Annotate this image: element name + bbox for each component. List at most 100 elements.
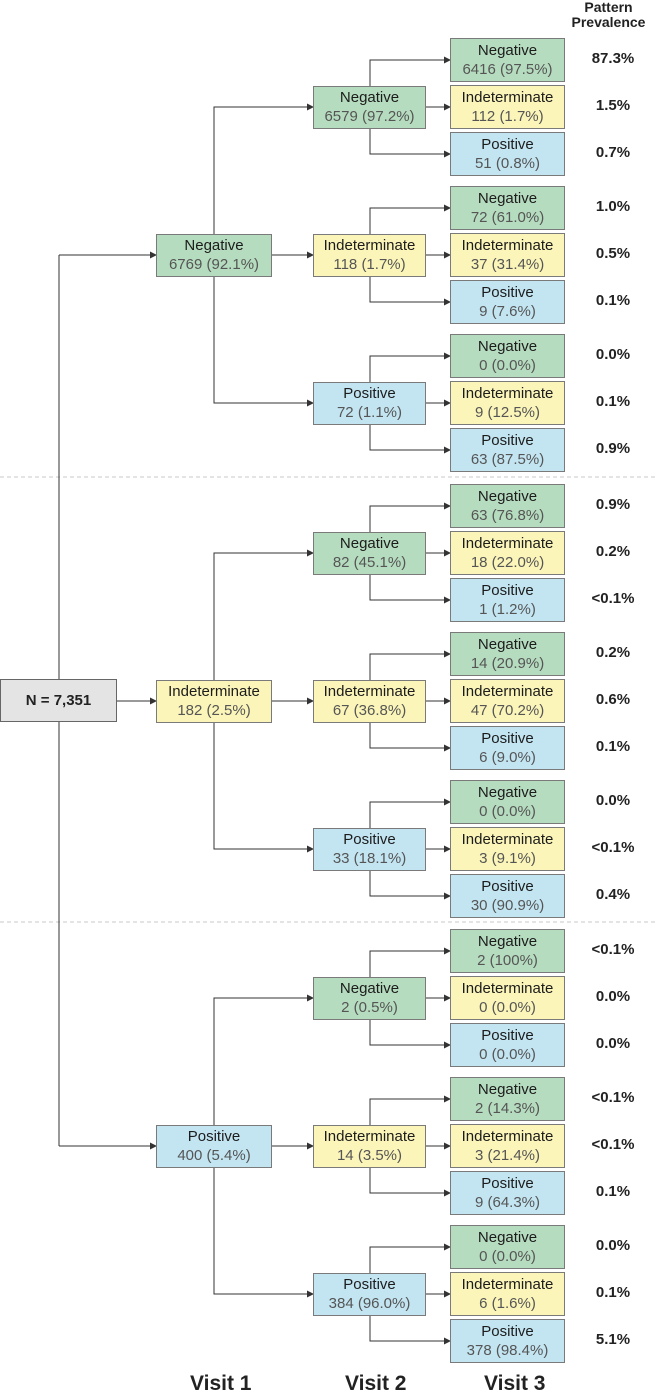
node-count: 3 (21.4%): [474, 1147, 541, 1164]
pattern-prevalence: 0.2%: [595, 543, 631, 560]
node-label: Negative: [477, 1081, 538, 1098]
prevalence-header: Pattern Prevalence: [562, 0, 655, 30]
connector-arrow: [369, 947, 451, 977]
pattern-prevalence: 0.0%: [595, 1237, 631, 1254]
connector-arrow: [369, 1167, 451, 1197]
visit1-negative-node: Negative 6769 (92.1%): [156, 233, 272, 277]
connector-arrow: [213, 994, 314, 1125]
connector-arrow: [213, 103, 314, 234]
visit2-positive-node: Positive 72 (1.1%): [313, 381, 426, 425]
node-count: 2 (0.5%): [341, 999, 398, 1016]
visit3-negative-node: Negative 72 (61.0%): [450, 186, 565, 230]
connector-arrow: [369, 798, 451, 828]
node-label: Negative: [477, 190, 538, 207]
visit3-positive-node: Positive 6 (9.0%): [450, 726, 565, 770]
node-count: 14 (3.5%): [336, 1147, 403, 1164]
pattern-prevalence: 0.0%: [595, 1035, 631, 1052]
connector-arrow: [369, 574, 451, 604]
node-label: Indeterminate: [461, 385, 554, 402]
connector-arrow: [369, 128, 451, 158]
visit2-positive-node: Positive 33 (18.1%): [313, 827, 426, 871]
node-label: Indeterminate: [323, 683, 416, 700]
visit3-positive-node: Positive 30 (90.9%): [450, 874, 565, 918]
visit-3-label: Visit 3: [484, 1372, 546, 1395]
node-label: Negative: [477, 488, 538, 505]
visit2-indeterminate-node: Indeterminate 118 (1.7%): [313, 233, 426, 277]
node-count: 2 (100%): [477, 952, 538, 969]
connector-arrow: [369, 1243, 451, 1273]
pattern-prevalence: 0.0%: [595, 346, 631, 363]
node-label: Indeterminate: [461, 237, 554, 254]
pattern-prevalence: 0.1%: [595, 1183, 631, 1200]
connector-arrow: [213, 276, 314, 407]
node-label: Negative: [477, 784, 538, 801]
visit3-indeterminate-node: Indeterminate 37 (31.4%): [450, 233, 565, 277]
node-count: 37 (31.4%): [470, 256, 545, 273]
node-label: Negative: [184, 237, 244, 254]
prevalence-header-line1: Pattern: [584, 0, 633, 15]
node-label: Indeterminate: [461, 1128, 554, 1145]
prevalence-header-line2: Prevalence: [571, 14, 646, 30]
node-label: Indeterminate: [323, 1128, 416, 1145]
node-count: 0 (0.0%): [479, 803, 536, 820]
pattern-prevalence: 0.9%: [595, 440, 631, 457]
visit3-positive-node: Positive 9 (7.6%): [450, 280, 565, 324]
pattern-prevalence: 0.0%: [595, 792, 631, 809]
node-label: Positive: [343, 385, 396, 402]
node-count: 51 (0.8%): [474, 155, 541, 172]
connector-arrow: [369, 1315, 451, 1345]
pattern-prevalence: <0.1%: [591, 590, 635, 607]
connector-arrow: [213, 722, 314, 853]
node-label: Negative: [477, 933, 538, 950]
node-label: Positive: [481, 432, 534, 449]
pattern-prevalence: 0.2%: [595, 644, 631, 661]
connector-arrow: [213, 1167, 314, 1298]
connector-arrow: [369, 276, 451, 306]
node-count: 14 (20.9%): [470, 655, 545, 672]
connector-arrow: [369, 204, 451, 234]
visit3-positive-node: Positive 51 (0.8%): [450, 132, 565, 176]
visit3-indeterminate-node: Indeterminate 0 (0.0%): [450, 976, 565, 1020]
node-count: 6 (1.6%): [479, 1295, 536, 1312]
visit2-negative-node: Negative 6579 (97.2%): [313, 85, 426, 129]
node-count: 0 (0.0%): [479, 1248, 536, 1265]
visit3-indeterminate-node: Indeterminate 112 (1.7%): [450, 85, 565, 129]
visit2-indeterminate-node: Indeterminate 67 (36.8%): [313, 679, 426, 723]
pattern-prevalence: 0.6%: [595, 691, 631, 708]
node-count: 63 (76.8%): [470, 507, 545, 524]
node-label: Positive: [481, 284, 534, 301]
pattern-prevalence: 1.0%: [595, 198, 631, 215]
pattern-prevalence: <0.1%: [591, 1089, 635, 1106]
visit3-indeterminate-node: Indeterminate 47 (70.2%): [450, 679, 565, 723]
node-label: Indeterminate: [461, 683, 554, 700]
node-label: Positive: [343, 1276, 396, 1293]
visit3-negative-node: Negative 0 (0.0%): [450, 1225, 565, 1269]
node-label: Positive: [187, 1128, 241, 1145]
node-label: Negative: [339, 89, 400, 106]
pattern-prevalence: 0.1%: [595, 1284, 631, 1301]
visit2-positive-node: Positive 384 (96.0%): [313, 1272, 426, 1316]
node-count: 9 (12.5%): [474, 404, 541, 421]
node-label: Positive: [481, 878, 534, 895]
connector-arrow: [369, 424, 451, 454]
visit3-positive-node: Positive 63 (87.5%): [450, 428, 565, 472]
node-label: Negative: [477, 338, 538, 355]
node-label: Negative: [477, 1229, 538, 1246]
pattern-prevalence: 0.9%: [595, 496, 631, 513]
node-count: 6769 (92.1%): [168, 256, 260, 273]
node-label: Positive: [481, 1175, 534, 1192]
visit3-indeterminate-node: Indeterminate 6 (1.6%): [450, 1272, 565, 1316]
node-label: Positive: [481, 582, 534, 599]
visit2-negative-node: Negative 2 (0.5%): [313, 976, 426, 1020]
visit-2-label: Visit 2: [345, 1372, 407, 1395]
visit3-negative-node: Negative 2 (14.3%): [450, 1077, 565, 1121]
pattern-prevalence: <0.1%: [591, 839, 635, 856]
connector-arrow: [369, 722, 451, 752]
visit3-negative-node: Negative 0 (0.0%): [450, 334, 565, 378]
connector-arrow: [369, 352, 451, 382]
pattern-prevalence: 0.1%: [595, 393, 631, 410]
visit2-indeterminate-node: Indeterminate 14 (3.5%): [313, 1124, 426, 1168]
node-count: 118 (1.7%): [333, 256, 406, 273]
